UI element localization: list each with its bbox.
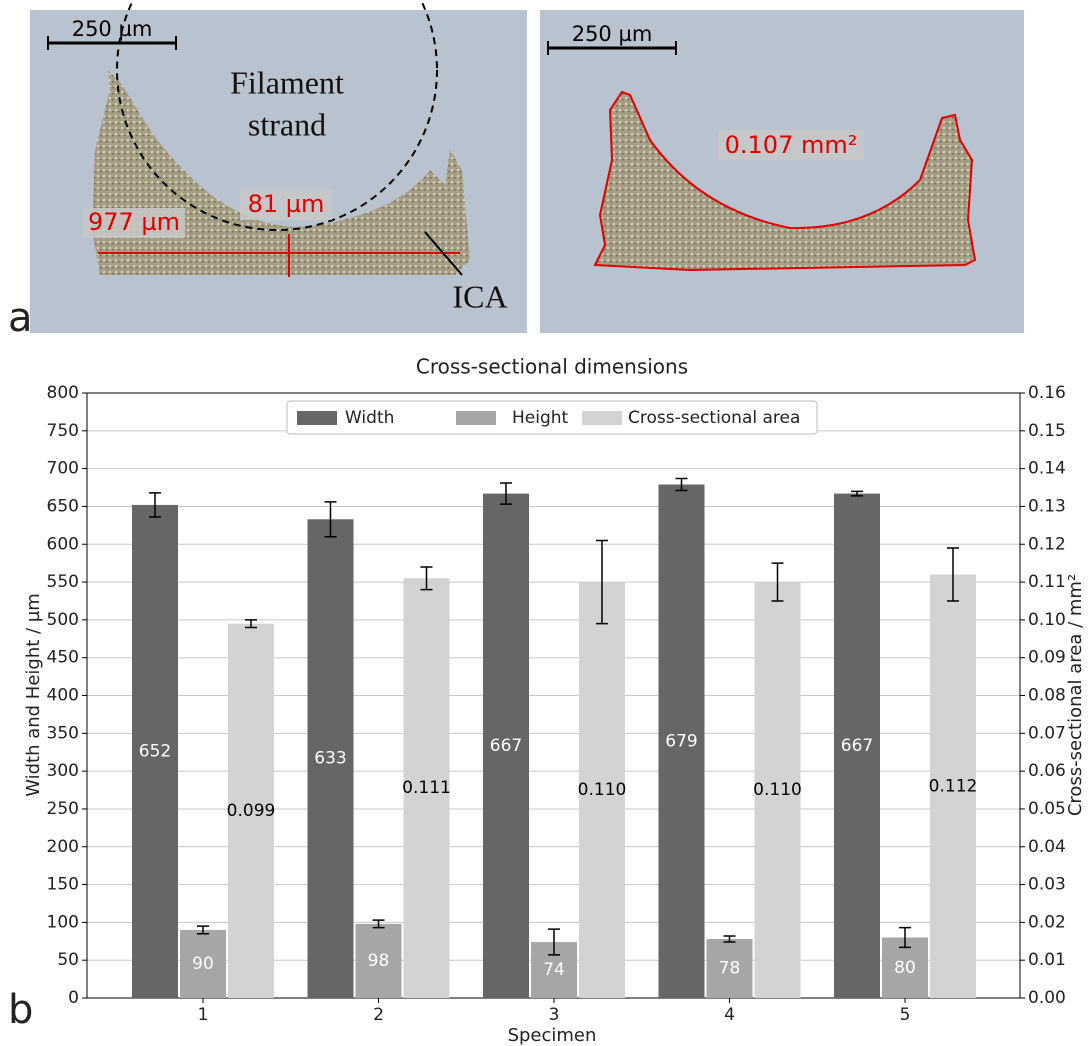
scale-label: 250 µm <box>572 22 653 46</box>
value-label: 0.112 <box>929 776 978 796</box>
y2-tick-label: 0.08 <box>1028 686 1066 706</box>
y-tick-label: 500 <box>47 610 79 630</box>
y2-tick-label: 0.14 <box>1028 459 1066 479</box>
y2-tick-label: 0.06 <box>1028 761 1066 781</box>
y-tick-label: 650 <box>47 496 79 516</box>
y2-tick-label: 0.16 <box>1028 383 1066 403</box>
area-label: 0.107 mm² <box>725 131 858 159</box>
ica-label: ICA <box>452 278 507 314</box>
value-label: 679 <box>665 731 697 751</box>
value-label: 652 <box>139 741 171 761</box>
panel-label: a <box>8 295 33 341</box>
value-label: 667 <box>841 736 873 756</box>
y-tick-label: 0 <box>68 988 79 1008</box>
y2-tick-label: 0.09 <box>1028 648 1066 668</box>
y-axis-label: Width and Height / µm <box>23 593 44 797</box>
filament-label: Filament <box>230 64 344 100</box>
figure: 250 µm Filament strand 81 µm 977 µm ICA … <box>0 0 1088 1046</box>
y2-tick-label: 0.10 <box>1028 610 1066 630</box>
y2-tick-label: 0.00 <box>1028 988 1066 1008</box>
y2-tick-label: 0.07 <box>1028 723 1066 743</box>
y-tick-label: 150 <box>47 875 79 895</box>
scale-label: 250 µm <box>72 17 153 41</box>
x-tick-label: 2 <box>373 1005 384 1025</box>
value-label: 98 <box>368 951 390 971</box>
value-label: 90 <box>192 954 214 974</box>
value-label: 0.110 <box>753 780 802 800</box>
value-label: 633 <box>314 749 346 769</box>
y-tick-label: 800 <box>47 383 79 403</box>
x-tick-label: 4 <box>724 1005 735 1025</box>
value-label: 0.099 <box>227 801 276 821</box>
y-tick-label: 350 <box>47 723 79 743</box>
y2-tick-label: 0.03 <box>1028 875 1066 895</box>
legend-label: Height <box>512 408 569 428</box>
y-tick-label: 300 <box>47 761 79 781</box>
y2-tick-label: 0.04 <box>1028 837 1066 857</box>
legend-label: Cross-sectional area <box>628 408 800 428</box>
y-tick-label: 550 <box>47 572 79 592</box>
legend-swatch <box>582 411 622 425</box>
y2-tick-label: 0.01 <box>1028 950 1066 970</box>
x-tick-label: 1 <box>198 1005 209 1025</box>
value-label: 80 <box>894 958 916 978</box>
panel-label: b <box>8 987 33 1033</box>
legend-swatch <box>456 411 496 425</box>
y-tick-label: 250 <box>47 799 79 819</box>
chart-title: Cross-sectional dimensions <box>416 355 688 379</box>
value-label: 74 <box>543 960 565 980</box>
y2-tick-label: 0.02 <box>1028 912 1066 932</box>
x-tick-label: 3 <box>549 1005 560 1025</box>
value-label: 667 <box>490 736 522 756</box>
value-label: 78 <box>719 959 741 979</box>
y-tick-label: 750 <box>47 421 79 441</box>
y-tick-label: 200 <box>47 837 79 857</box>
y-tick-label: 700 <box>47 459 79 479</box>
y-tick-label: 600 <box>47 534 79 554</box>
y2-tick-label: 0.12 <box>1028 534 1066 554</box>
width-label: 977 µm <box>88 208 180 236</box>
y2-tick-label: 0.05 <box>1028 799 1066 819</box>
y-tick-label: 100 <box>47 912 79 932</box>
x-tick-label: 5 <box>900 1005 911 1025</box>
y2-tick-label: 0.15 <box>1028 421 1066 441</box>
value-label: 0.111 <box>402 778 451 798</box>
y2-axis-label: Cross-sectional area / mm² <box>1065 574 1086 816</box>
y2-tick-label: 0.11 <box>1028 572 1066 592</box>
filament-label: strand <box>248 106 326 142</box>
y2-tick-label: 0.13 <box>1028 496 1066 516</box>
y-tick-label: 450 <box>47 648 79 668</box>
y-tick-label: 50 <box>57 950 79 970</box>
legend-swatch <box>297 411 337 425</box>
x-axis-label: Specimen <box>508 1025 597 1046</box>
height-label: 81 µm <box>248 190 325 218</box>
legend-label: Width <box>345 408 394 428</box>
y-tick-label: 400 <box>47 686 79 706</box>
value-label: 0.110 <box>578 780 627 800</box>
